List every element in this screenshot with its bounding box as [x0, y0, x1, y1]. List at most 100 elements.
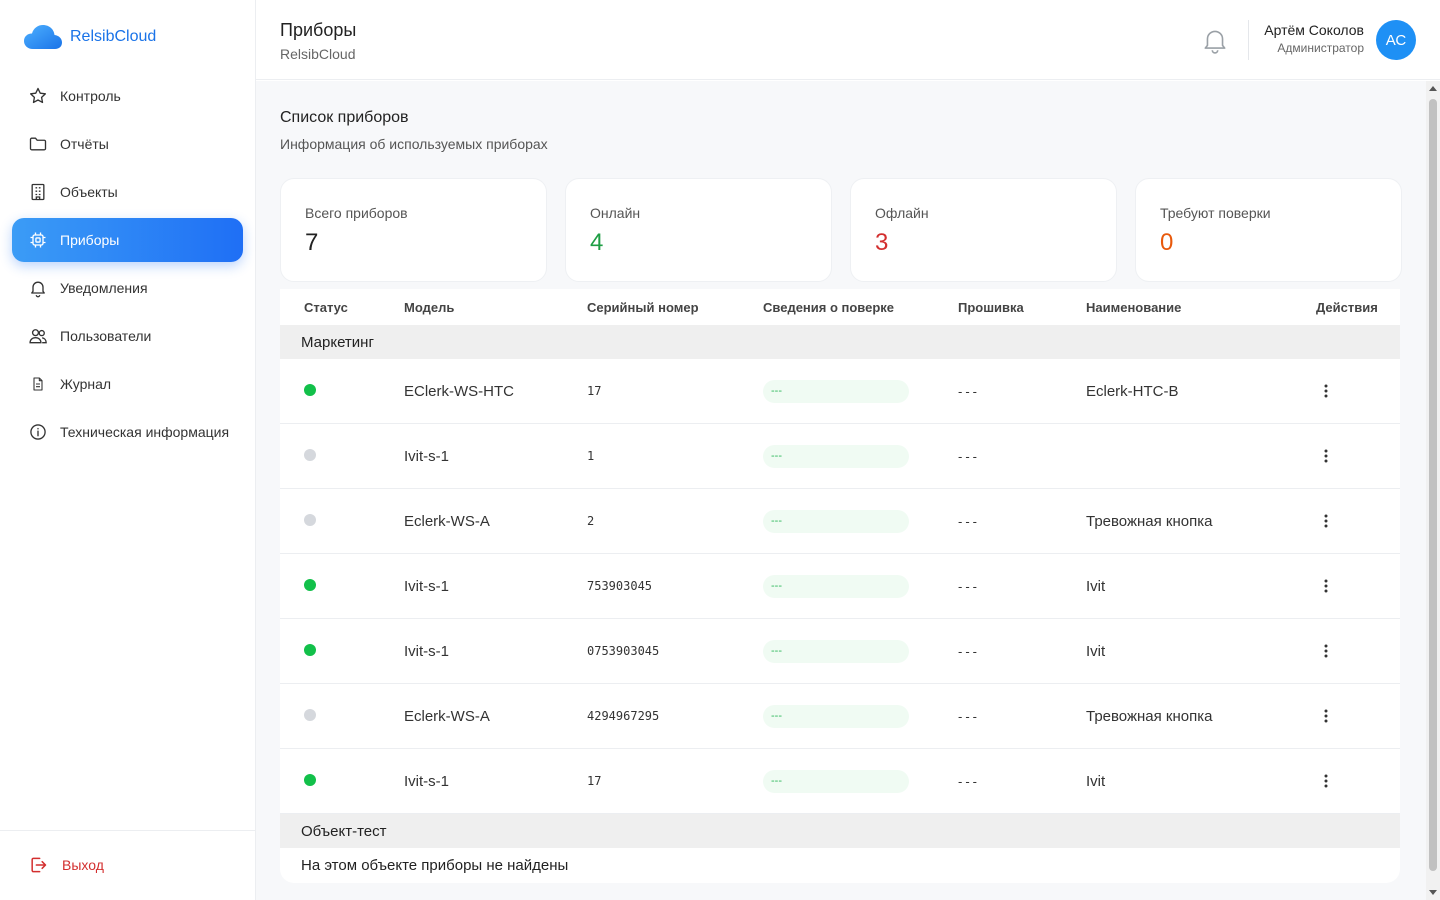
name-cell: Тревожная кнопка: [1086, 512, 1213, 530]
name-cell: Eclerk-HTC-B: [1086, 382, 1179, 400]
stat-label: Требуют поверки: [1160, 205, 1271, 221]
sidebar-item-reports[interactable]: Отчёты: [12, 122, 243, 166]
verification-cell: ---: [763, 509, 958, 533]
status-indicator: [304, 773, 316, 786]
table-row[interactable]: EClerk-WS-HTC 17 --- --- Eclerk-HTC-B: [280, 359, 1400, 424]
serial-cell: 1: [587, 449, 595, 463]
table-body: Маркетинг EClerk-WS-HTC 17 --- --- Ecler…: [280, 325, 1400, 882]
table-row[interactable]: Ivit-s-1 753903045 --- --- Ivit: [280, 554, 1400, 619]
status-indicator: [304, 383, 316, 396]
brand-logo[interactable]: RelsibCloud: [24, 24, 156, 50]
firmware-cell: ---: [958, 513, 980, 529]
row-actions-button[interactable]: [1316, 579, 1336, 593]
column-header-serial[interactable]: Серийный номер: [587, 299, 699, 315]
table-row[interactable]: Ivit-s-1 0753903045 --- --- Ivit: [280, 619, 1400, 684]
table-row[interactable]: Eclerk-WS-A 2 --- --- Тревожная кнопка: [280, 489, 1400, 554]
bell-icon: [1204, 30, 1226, 54]
stat-card-online: Онлайн 4: [565, 178, 832, 282]
row-actions-button[interactable]: [1316, 384, 1336, 398]
more-vertical-icon: [1324, 644, 1328, 658]
serial-cell: 4294967295: [587, 709, 660, 723]
verification-cell: ---: [763, 444, 958, 468]
actions-cell: [1296, 449, 1396, 463]
scroll-up-arrow[interactable]: [1429, 86, 1437, 91]
sidebar-item-journal[interactable]: Журнал: [12, 362, 243, 406]
column-header-status[interactable]: Статус: [304, 299, 348, 315]
verification-cell: ---: [763, 379, 958, 403]
sidebar-item-users[interactable]: Пользователи: [12, 314, 243, 358]
stat-card-total: Всего приборов 7: [280, 178, 547, 282]
table-row[interactable]: Eclerk-WS-A 4294967295 --- --- Тревожная…: [280, 684, 1400, 749]
serial-cell: 0753903045: [587, 644, 660, 658]
stat-value: 7: [305, 229, 319, 256]
scroll-thumb[interactable]: [1429, 99, 1437, 871]
column-header-verification[interactable]: Сведения о поверке: [763, 299, 895, 315]
folder-icon: [29, 137, 47, 151]
model-cell: Eclerk-WS-A: [404, 707, 490, 725]
vertical-scrollbar[interactable]: [1426, 81, 1440, 900]
user-name: Артём Соколов: [1264, 22, 1364, 38]
verification-badge: ---: [763, 769, 909, 793]
row-actions-button[interactable]: [1316, 709, 1336, 723]
actions-cell: [1296, 579, 1396, 593]
sidebar-nav: Контроль Отчёты Объекты Приборы Уведомле…: [12, 74, 243, 458]
name-cell: Ivit: [1086, 772, 1106, 790]
actions-cell: [1296, 774, 1396, 788]
logout-button[interactable]: Выход: [28, 855, 104, 875]
scroll-down-arrow[interactable]: [1429, 890, 1437, 895]
sidebar-item-label: Техническая информация: [60, 424, 230, 440]
model-cell: EClerk-WS-HTC: [404, 382, 514, 400]
column-header-model[interactable]: Модель: [404, 299, 455, 315]
serial-cell: 17: [587, 774, 602, 788]
status-cell: [280, 643, 404, 660]
verification-cell: ---: [763, 704, 958, 728]
status-indicator: [304, 578, 316, 591]
model-cell: Eclerk-WS-A: [404, 512, 490, 530]
main-content: Список приборов Информация об используем…: [256, 81, 1440, 900]
serial-cell: 17: [587, 384, 602, 398]
row-actions-button[interactable]: [1316, 449, 1336, 463]
sidebar-item-label: Контроль: [60, 88, 121, 104]
status-cell: [280, 513, 404, 530]
row-actions-button[interactable]: [1316, 514, 1336, 528]
sidebar-item-notifications[interactable]: Уведомления: [12, 266, 243, 310]
sidebar-item-tech-info[interactable]: Техническая информация: [12, 410, 243, 454]
name-cell: Тревожная кнопка: [1086, 707, 1213, 725]
users-icon: [29, 329, 47, 344]
group-row: Объект-тест: [280, 814, 1400, 848]
table-row[interactable]: Ivit-s-1 17 --- --- Ivit: [280, 749, 1400, 814]
verification-cell: ---: [763, 639, 958, 663]
sidebar-item-control[interactable]: Контроль: [12, 74, 243, 118]
firmware-cell: ---: [958, 448, 980, 464]
bell-icon: [31, 281, 45, 298]
actions-cell: [1296, 709, 1396, 723]
top-header: Приборы RelsibCloud Артём Соколов Админи…: [256, 0, 1440, 80]
sidebar-item-label: Приборы: [60, 232, 120, 248]
column-header-name[interactable]: Наименование: [1086, 299, 1182, 315]
verification-cell: ---: [763, 769, 958, 793]
sidebar-item-objects[interactable]: Объекты: [12, 170, 243, 214]
more-vertical-icon: [1324, 579, 1328, 593]
row-actions-button[interactable]: [1316, 774, 1336, 788]
model-cell: Ivit-s-1: [404, 447, 449, 465]
row-actions-button[interactable]: [1316, 644, 1336, 658]
avatar[interactable]: АС: [1376, 20, 1416, 60]
actions-cell: [1296, 514, 1396, 528]
sidebar-item-devices[interactable]: Приборы: [12, 218, 243, 262]
firmware-cell: ---: [958, 578, 980, 594]
stat-label: Онлайн: [590, 205, 641, 221]
column-header-firmware[interactable]: Прошивка: [958, 299, 1024, 315]
actions-cell: [1296, 384, 1396, 398]
logout-label: Выход: [62, 857, 104, 873]
stat-value: 0: [1160, 229, 1174, 256]
table-header: Статус Модель Серийный номер Сведения о …: [280, 289, 1400, 325]
firmware-cell: ---: [958, 383, 980, 399]
model-cell: Ivit-s-1: [404, 642, 449, 660]
firmware-cell: ---: [958, 773, 980, 789]
table-row[interactable]: Ivit-s-1 1 --- ---: [280, 424, 1400, 489]
user-role: Администратор: [1277, 41, 1364, 55]
section-title: Список приборов: [280, 109, 409, 126]
notifications-button[interactable]: [1202, 26, 1228, 59]
user-info[interactable]: Артём Соколов Администратор: [1264, 22, 1364, 55]
status-indicator: [304, 643, 316, 656]
